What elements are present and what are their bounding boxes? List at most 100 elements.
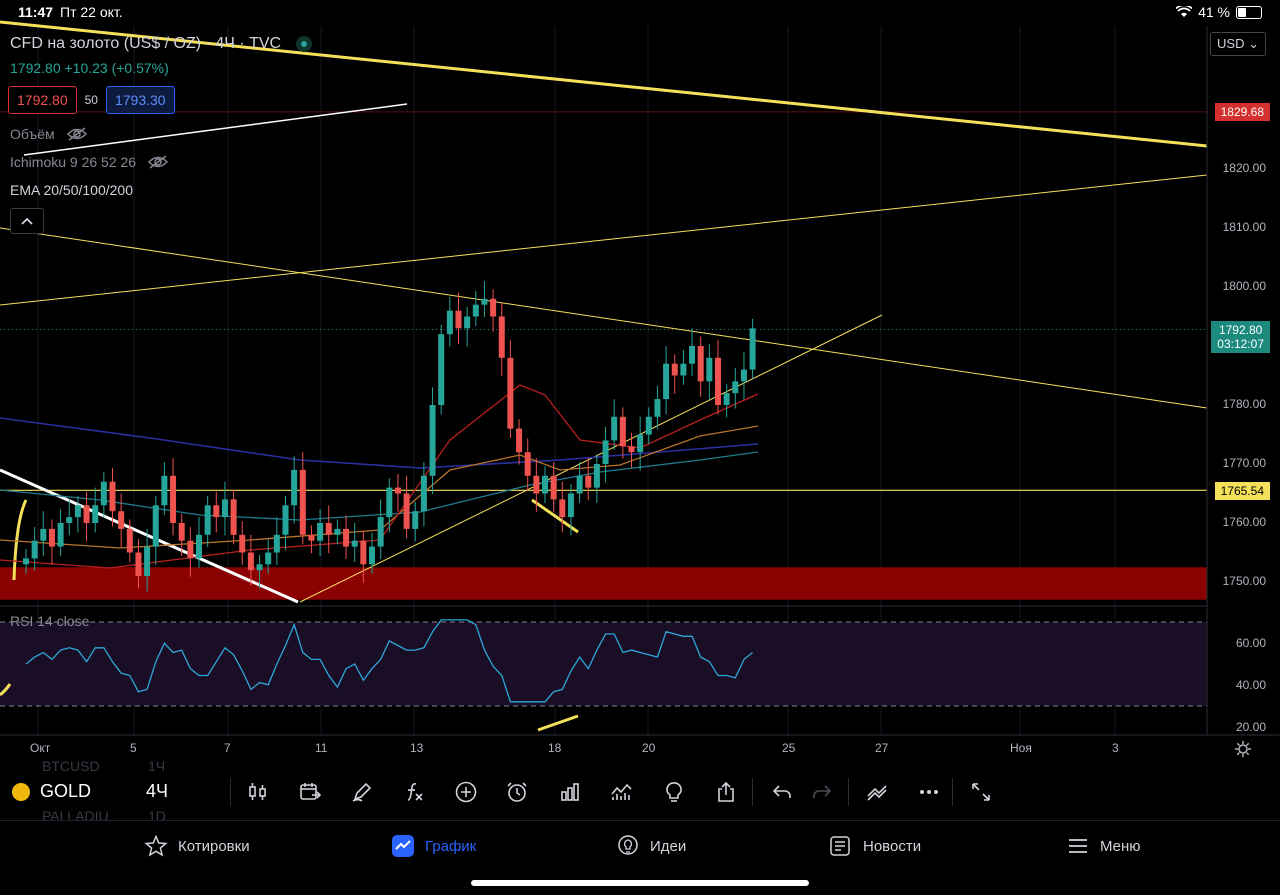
fullscreen-icon[interactable] <box>967 778 995 806</box>
candle-body <box>498 316 505 358</box>
candle-body <box>697 346 704 382</box>
candles-icon[interactable] <box>244 778 272 806</box>
indicator-ema[interactable]: EMA 20/50/100/200 <box>10 182 133 198</box>
chart-settings-button[interactable] <box>1234 740 1252 763</box>
candle-body <box>394 487 401 494</box>
nav-menu-label: Меню <box>1100 837 1141 855</box>
time-axis-label: 18 <box>548 741 562 755</box>
ema-50-line <box>0 425 759 549</box>
candle-body <box>213 505 220 518</box>
candle-body <box>654 399 661 417</box>
eye-hidden-icon[interactable] <box>148 155 169 169</box>
candle-body <box>481 298 488 305</box>
candle-body <box>455 310 462 329</box>
sell-button[interactable]: 1792.80 <box>8 86 77 114</box>
chart-canvas[interactable] <box>0 0 1280 760</box>
candle-body <box>386 487 393 518</box>
fx-indicator-icon[interactable] <box>400 778 428 806</box>
price-axis-label: 1750.00 <box>1222 574 1266 588</box>
market-status-icon <box>295 35 312 52</box>
trendline-white-thin <box>23 103 408 156</box>
chevron-up-icon <box>21 217 33 225</box>
candle-body <box>723 393 730 405</box>
candle-body <box>152 505 159 547</box>
candle-body <box>256 564 263 571</box>
candle-body <box>265 552 272 565</box>
redo-icon[interactable] <box>808 778 836 806</box>
compare-calendar-icon[interactable] <box>296 778 324 806</box>
alarm-clock-icon[interactable] <box>503 778 531 806</box>
interval-selector[interactable]: 4Ч <box>146 781 169 801</box>
candle-body <box>464 316 471 329</box>
candle-body <box>542 475 548 494</box>
indicator-ichimoku[interactable]: Ichimoku 9 26 52 26 <box>10 154 169 170</box>
symbol-legend-title[interactable]: CFD на золото (US$ / OZ) · 4Ч · TVC <box>10 35 312 53</box>
rsi-title[interactable]: RSI 14 close <box>10 613 90 629</box>
eye-hidden-icon[interactable] <box>66 127 87 141</box>
candle-body <box>671 363 678 376</box>
symbol-name: GOLD <box>40 781 92 801</box>
ema-200-line <box>0 417 759 469</box>
candle-body <box>472 304 479 317</box>
candle-body <box>161 475 168 506</box>
plus-circle-icon[interactable] <box>452 778 480 806</box>
indicator-volume[interactable]: Объём <box>10 126 87 142</box>
nav-quotes[interactable]: Котировки <box>144 834 250 858</box>
candle-body <box>619 416 626 447</box>
share-icon[interactable] <box>712 778 740 806</box>
toolbar-divider <box>230 778 231 806</box>
pen-draw-icon[interactable] <box>348 778 376 806</box>
candle-body <box>343 528 350 547</box>
indicator-ichimoku-label: Ichimoku 9 26 52 26 <box>10 154 137 170</box>
status-right: 41 % <box>1176 4 1262 20</box>
candle-body <box>239 534 246 553</box>
bar-chart-icon[interactable] <box>556 778 584 806</box>
symbol-selector[interactable]: GOLD <box>12 781 91 802</box>
collapse-legend-button[interactable] <box>10 208 44 234</box>
support-zone <box>0 567 1207 600</box>
nav-quotes-label: Котировки <box>178 837 250 855</box>
status-date: Пт 22 окт. <box>60 4 123 20</box>
currency-select-value: USD <box>1217 36 1245 51</box>
bar-countdown: 03:12:07 <box>1217 337 1264 351</box>
indicator-ema-label: EMA 20/50/100/200 <box>10 182 133 198</box>
time-axis-label: 13 <box>410 741 424 755</box>
candle-body <box>308 534 315 541</box>
candle-body <box>118 511 125 529</box>
more-icon[interactable] <box>915 778 943 806</box>
candle-body <box>66 517 73 523</box>
nav-chart[interactable]: График <box>391 834 476 858</box>
nav-ideas[interactable]: Идеи <box>616 834 686 858</box>
candle-body <box>490 298 497 317</box>
chevron-down-icon: ⌄ <box>1248 36 1259 51</box>
multi-chart-icon[interactable] <box>607 778 635 806</box>
candle-body <box>100 481 107 506</box>
price-axis-label: 1800.00 <box>1222 279 1266 293</box>
candle-body <box>299 469 306 535</box>
symbol-wheel-prev: BTCUSD <box>42 758 100 774</box>
strategy-icon[interactable] <box>863 778 891 806</box>
symbol-wheel-next: PALLADIU <box>42 808 109 820</box>
rsi-axis-label: 40.00 <box>1235 678 1266 692</box>
nav-news[interactable]: Новости <box>829 834 921 858</box>
buy-button[interactable]: 1793.30 <box>105 86 175 114</box>
candle-body <box>567 493 574 518</box>
divergence-curve <box>12 499 28 581</box>
rsi-divergence-curve <box>0 683 12 697</box>
currency-select[interactable]: USD ⌄ <box>1210 32 1266 56</box>
undo-icon[interactable] <box>768 778 796 806</box>
nav-ideas-label: Идеи <box>650 837 687 855</box>
symbol-title-text: CFD на золото (US$ / OZ) · 4Ч · TVC <box>10 35 282 52</box>
candle-body <box>438 334 445 405</box>
time-axis-label: Ноя <box>1010 741 1032 755</box>
lightbulb-icon[interactable] <box>660 778 688 806</box>
symbol-wheel[interactable]: BTCUSD 1Ч PALLADIU 1D <box>0 758 230 820</box>
price-axis-label: 1810.00 <box>1222 220 1266 234</box>
price-axis-label: 1760.00 <box>1222 515 1266 529</box>
trendline-support <box>299 314 883 603</box>
time-axis-label: 5 <box>130 741 137 755</box>
nav-menu[interactable]: Меню <box>1066 834 1141 858</box>
candle-body <box>92 505 99 523</box>
indicator-volume-label: Объём <box>10 126 55 142</box>
battery-icon <box>1236 5 1262 19</box>
